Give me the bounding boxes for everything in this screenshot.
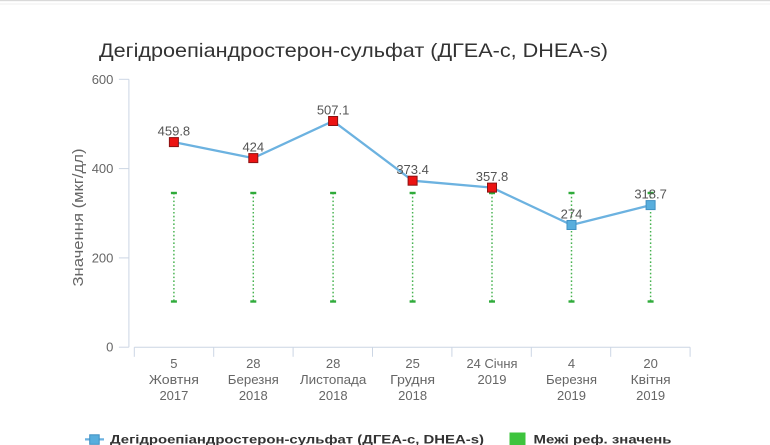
svg-text:274: 274: [561, 206, 583, 221]
svg-text:Грудня: Грудня: [390, 372, 435, 387]
svg-text:Квітня: Квітня: [631, 372, 671, 387]
svg-text:20: 20: [643, 356, 657, 371]
svg-text:Березня: Березня: [228, 372, 279, 387]
svg-text:424: 424: [242, 139, 264, 154]
svg-text:24 Січня: 24 Січня: [467, 356, 518, 371]
svg-text:318.7: 318.7: [634, 186, 667, 201]
svg-text:400: 400: [92, 161, 114, 176]
svg-text:4: 4: [568, 356, 575, 371]
svg-text:2019: 2019: [557, 388, 586, 403]
svg-text:2018: 2018: [319, 388, 348, 403]
svg-text:2019: 2019: [478, 372, 507, 387]
svg-text:Значення (мкг/дл): Значення (мкг/дл): [71, 149, 87, 287]
svg-text:2018: 2018: [398, 388, 427, 403]
svg-text:0: 0: [106, 340, 113, 355]
svg-text:200: 200: [92, 250, 114, 265]
svg-text:2018: 2018: [239, 388, 268, 403]
svg-text:507.1: 507.1: [317, 102, 350, 117]
svg-text:2019: 2019: [636, 388, 665, 403]
svg-text:600: 600: [92, 72, 114, 87]
svg-text:2017: 2017: [159, 388, 188, 403]
svg-text:Дегідроепіандростерон-сульфат: Дегідроепіандростерон-сульфат (ДГЕА-с, D…: [110, 434, 484, 445]
svg-text:Дегідроепіандростерон-сульфат: Дегідроепіандростерон-сульфат (ДГЕА-с, D…: [99, 40, 608, 62]
svg-text:Жовтня: Жовтня: [149, 372, 199, 387]
svg-text:25: 25: [405, 356, 419, 371]
svg-text:373.4: 373.4: [396, 162, 429, 177]
svg-text:Березня: Березня: [546, 372, 597, 387]
svg-text:28: 28: [326, 356, 340, 371]
svg-text:357.8: 357.8: [476, 169, 509, 184]
svg-text:28: 28: [246, 356, 260, 371]
svg-text:Межі реф. значень: Межі реф. значень: [534, 434, 672, 445]
svg-text:5: 5: [170, 356, 177, 371]
svg-text:Листопада: Листопада: [300, 372, 367, 387]
svg-text:459.8: 459.8: [158, 123, 191, 138]
